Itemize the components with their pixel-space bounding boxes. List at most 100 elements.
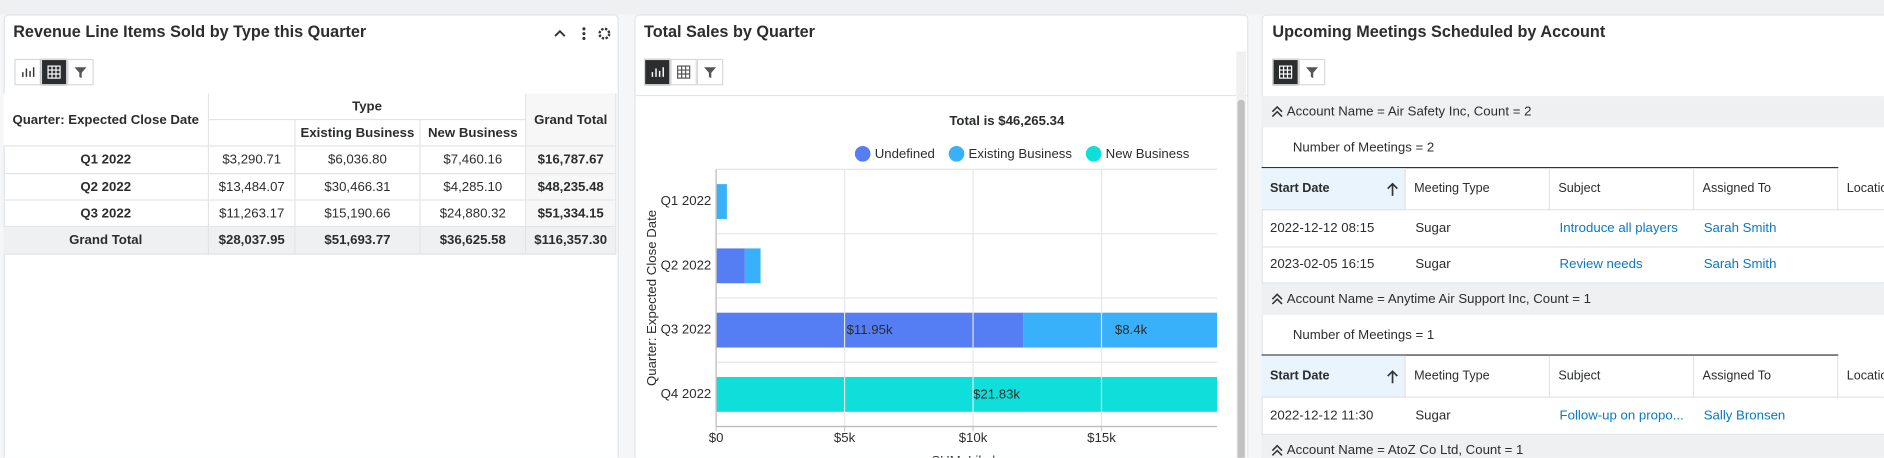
link[interactable]: Sarah Smith [1694, 247, 1839, 284]
table-cell: $15,190.66 [295, 200, 421, 228]
group-header[interactable]: Account Name = Anytime Air Support Inc, … [1261, 283, 1884, 315]
column-header[interactable]: Subject [1549, 168, 1695, 211]
group-header[interactable]: Account Name = AtoZ Co Ltd, Count = 1 [1261, 434, 1884, 458]
link[interactable]: Review needs [1549, 247, 1695, 284]
x-tick-label: $0 [709, 430, 724, 445]
table-cell: 2022-12-12 08:15 [1261, 210, 1406, 247]
table-cell: 2022-12-12 11:30 [1261, 398, 1406, 435]
panel-title: Total Sales by Quarter [644, 22, 815, 41]
y-tick-label: Q1 2022 [661, 193, 712, 208]
x-tick-label: $5k [834, 430, 856, 445]
chart-view-button[interactable] [644, 58, 671, 86]
table-cell: $30,466.31 [295, 174, 421, 201]
column-header[interactable]: Start Date [1261, 355, 1406, 398]
divider [1261, 354, 1839, 356]
table-cell: Sugar [1405, 247, 1550, 284]
table-cell [1838, 398, 1884, 435]
x-tick-label: $15k [1087, 430, 1116, 445]
total-cell: $48,235.48 [526, 174, 617, 201]
table-cell [1838, 247, 1884, 284]
filter-button[interactable] [696, 58, 724, 86]
group-count: Number of Meetings = 2 [1292, 139, 1435, 155]
header-cell [209, 120, 296, 147]
panel-controls[interactable] [553, 25, 615, 42]
sort-icon[interactable] [1387, 370, 1399, 384]
legend-marker [1085, 145, 1102, 162]
row-label: Grand Total [3, 227, 210, 255]
table-view-button[interactable] [40, 58, 68, 86]
total-cell: $16,787.67 [526, 146, 617, 175]
chart-title: Total is $46,265.34 [949, 113, 1065, 128]
table-cell: $4,285.10 [420, 174, 527, 201]
x-axis-label: SUM: Likely [931, 453, 1002, 458]
total-cell: $116,357.30 [526, 227, 617, 255]
bar-segment [744, 248, 761, 284]
header-cell: Grand Total [526, 93, 617, 147]
bar-segment [1023, 312, 1218, 348]
group-header[interactable]: Account Name = Air Safety Inc, Count = 2 [1261, 96, 1884, 128]
table-cell [1838, 210, 1884, 247]
table-cell: $11,263.17 [209, 200, 296, 228]
column-header[interactable]: Meeting Type [1405, 168, 1550, 211]
column-header[interactable]: Assigned To [1694, 355, 1839, 398]
header-cell: Type [209, 93, 527, 121]
column-header[interactable]: Location [1838, 356, 1884, 398]
link[interactable]: Follow-up on propo... [1549, 398, 1695, 435]
collapse-icon[interactable] [1271, 293, 1283, 305]
row-label: Q1 2022 [3, 146, 210, 175]
legend-label: New Business [1106, 146, 1190, 161]
column-header[interactable]: Subject [1549, 355, 1695, 398]
top-bar [0, 0, 1884, 15]
table-cell: Sugar [1405, 210, 1550, 247]
filter-button[interactable] [67, 58, 94, 86]
table-view-button[interactable] [670, 58, 697, 86]
header-cell: Existing Business [295, 120, 421, 147]
bar-segment [716, 376, 1218, 412]
row-label: Q3 2022 [3, 200, 210, 228]
column-header[interactable]: Start Date [1261, 168, 1406, 211]
table-cell: Sugar [1405, 398, 1550, 435]
bar-segment [716, 312, 1024, 348]
header-cell: Quarter: Expected Close Date [3, 93, 210, 147]
panel-title: Revenue Line Items Sold by Type this Qua… [13, 22, 367, 41]
table-cell: $3,290.71 [209, 146, 296, 175]
link[interactable]: Sarah Smith [1694, 210, 1839, 247]
total-cell: $51,693.77 [295, 227, 421, 255]
legend-label: Undefined [875, 146, 935, 161]
x-tick-label: $10k [959, 430, 988, 445]
panel-title: Upcoming Meetings Scheduled by Account [1272, 22, 1606, 41]
sort-icon[interactable] [1387, 182, 1399, 197]
link[interactable]: Introduce all players [1549, 210, 1695, 247]
column-header[interactable]: Assigned To [1694, 168, 1839, 211]
column-header[interactable]: Meeting Type [1405, 355, 1550, 398]
table-cell: $6,036.80 [295, 146, 421, 175]
table-cell: $24,880.32 [420, 200, 527, 228]
chart-view-button[interactable] [14, 58, 41, 86]
filter-button[interactable] [1298, 58, 1326, 86]
total-cell: $51,334.15 [526, 200, 617, 228]
group-count: Number of Meetings = 1 [1292, 327, 1435, 342]
bar-segment [716, 184, 727, 219]
row-label: Q2 2022 [3, 174, 210, 201]
scrollbar[interactable] [1236, 51, 1246, 458]
table-cell: 2023-02-05 16:15 [1261, 247, 1406, 284]
y-tick-label: Q3 2022 [661, 322, 712, 337]
data-label: $21.83k [973, 386, 1020, 401]
total-cell: $28,037.95 [209, 227, 296, 255]
y-tick-label: Q4 2022 [661, 386, 712, 401]
divider [1261, 167, 1839, 169]
legend-marker [948, 145, 965, 162]
data-label: $11.95k [847, 322, 893, 337]
table-cell: $13,484.07 [209, 174, 296, 201]
divider [635, 94, 1248, 97]
legend-marker [854, 145, 871, 162]
collapse-icon[interactable] [1271, 105, 1283, 118]
table-view-button[interactable] [1272, 58, 1299, 86]
column-header[interactable]: Location [1838, 168, 1884, 211]
link[interactable]: Sally Bronsen [1694, 398, 1839, 435]
legend-label: Existing Business [969, 146, 1073, 161]
header-cell: New Business [420, 120, 527, 147]
collapse-icon[interactable] [1271, 444, 1283, 456]
